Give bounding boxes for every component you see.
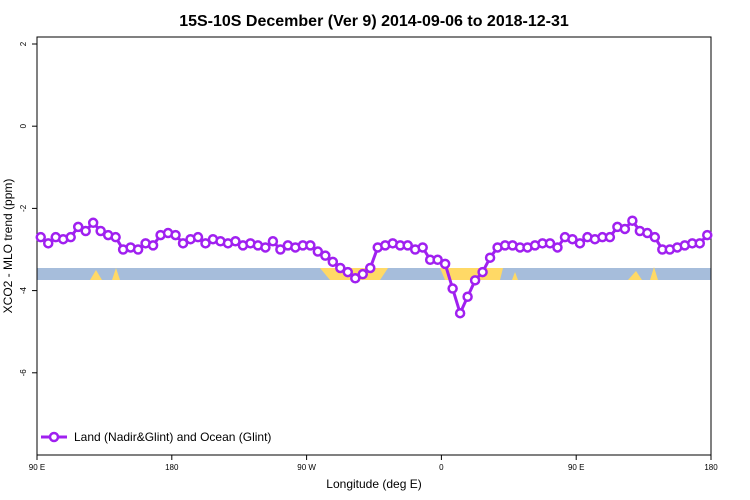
data-point — [312, 246, 324, 257]
data-point — [574, 238, 586, 249]
y-tick-label: 2 — [19, 41, 28, 46]
data-point — [357, 268, 369, 280]
data-point — [627, 215, 638, 226]
chart-title: 15S-10S December (Ver 9) 2014-09-06 to 2… — [179, 13, 569, 30]
data-point — [335, 262, 346, 274]
x-axis-label: Longitude (deg E) — [326, 477, 421, 491]
data-point — [604, 231, 616, 243]
data-point — [477, 266, 488, 278]
data-point — [87, 217, 99, 229]
y-tick-label: -6 — [19, 369, 28, 377]
data-point — [649, 231, 661, 243]
data-point — [95, 225, 106, 237]
data-point — [402, 240, 413, 251]
y-tick-label: 0 — [19, 123, 28, 128]
data-point — [72, 221, 84, 233]
data-point — [230, 236, 241, 247]
data-point — [65, 231, 76, 243]
data-point — [469, 275, 481, 286]
data-point — [417, 242, 428, 253]
data-point — [642, 227, 653, 239]
x-tick-label: 180 — [704, 463, 718, 472]
data-point — [694, 238, 706, 249]
data-point — [342, 266, 354, 278]
x-tick-label: 180 — [165, 463, 179, 472]
x-tick-label: 90 E — [29, 463, 45, 472]
data-point — [320, 250, 331, 261]
plot-area — [35, 215, 713, 319]
legend: Land (Nadir&Glint) and Ocean (Glint) — [41, 430, 271, 444]
data-point — [80, 225, 91, 237]
y-tick-label: -4 — [19, 286, 28, 294]
data-point — [544, 238, 556, 249]
data-point — [170, 229, 181, 241]
y-tick-label: -2 — [19, 204, 28, 212]
data-point — [350, 273, 361, 284]
legend-marker — [48, 431, 60, 443]
y-axis-label: XCO2 - MLO trend (ppm) — [1, 179, 15, 314]
data-point — [177, 238, 189, 249]
data-point — [305, 240, 316, 251]
land-band — [90, 267, 658, 280]
data-point — [552, 242, 563, 253]
data-point — [327, 256, 339, 268]
data-point — [702, 229, 713, 241]
legend-label: Land (Nadir&Glint) and Ocean (Glint) — [74, 430, 271, 444]
data-point — [200, 238, 211, 249]
plot-frame — [36, 36, 712, 456]
data-point — [462, 291, 473, 303]
data-point — [432, 254, 443, 266]
data-point — [147, 240, 159, 251]
data-point — [192, 231, 204, 243]
data-point — [42, 238, 54, 249]
data-point — [365, 262, 376, 274]
x-tick-label: 90 W — [297, 463, 316, 472]
data-point — [110, 231, 121, 243]
data-point — [484, 252, 496, 263]
data-point — [447, 283, 458, 294]
data-point — [267, 236, 279, 247]
x-tick-label: 90 E — [568, 463, 584, 472]
data-point — [567, 233, 578, 245]
data-point — [260, 242, 271, 253]
data-point — [454, 307, 466, 319]
data-point — [439, 258, 451, 270]
data-point — [132, 244, 144, 255]
data-point — [275, 244, 286, 255]
x-tick-label: 0 — [439, 463, 444, 472]
data-point — [35, 231, 46, 243]
data-point — [619, 223, 631, 235]
